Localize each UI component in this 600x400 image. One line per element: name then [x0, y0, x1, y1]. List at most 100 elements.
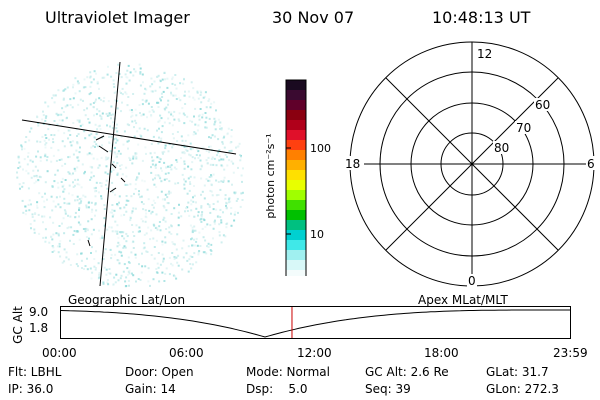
uv-speckle: [129, 157, 132, 160]
uv-speckle: [126, 104, 129, 107]
uv-speckle: [116, 204, 119, 207]
uv-speckle: [140, 195, 143, 198]
uv-speckle: [135, 178, 138, 181]
uv-speckle: [112, 169, 115, 171]
uv-speckle: [119, 152, 122, 155]
uv-speckle: [80, 252, 83, 255]
uv-speckle: [214, 128, 217, 131]
uv-speckle: [45, 115, 48, 118]
uv-speckle: [82, 99, 84, 102]
uv-speckle: [114, 141, 117, 144]
uv-speckle: [214, 219, 216, 222]
uv-speckle: [94, 123, 97, 126]
uv-speckle: [219, 216, 222, 219]
uv-speckle: [100, 182, 103, 185]
uv-speckle: [126, 69, 129, 72]
uv-speckle: [222, 234, 225, 237]
uv-speckle: [204, 225, 207, 228]
uv-speckle: [159, 97, 162, 100]
uv-speckle: [125, 203, 128, 206]
uv-speckle: [92, 145, 95, 148]
uv-speckle: [114, 156, 117, 159]
uv-speckle: [74, 216, 77, 219]
uv-speckle: [25, 136, 28, 138]
uv-speckle: [220, 180, 223, 183]
uv-speckle: [198, 250, 201, 252]
uv-speckle: [106, 228, 109, 231]
uv-speckle: [171, 264, 174, 267]
uv-speckle: [77, 221, 80, 224]
uv-speckle: [197, 214, 199, 217]
uv-speckle: [107, 283, 110, 286]
uv-speckle: [216, 154, 218, 157]
uv-speckle: [210, 175, 213, 178]
uv-speckle: [50, 160, 53, 163]
lat-label-60: 60: [535, 98, 550, 112]
uv-speckle: [61, 164, 64, 167]
uv-speckle: [219, 127, 221, 130]
uv-speckle: [156, 129, 158, 132]
uv-speckle: [98, 124, 101, 127]
uv-speckle: [193, 215, 196, 218]
uv-speckle: [39, 140, 42, 143]
uv-speckle: [181, 173, 184, 176]
uv-speckle: [44, 134, 47, 137]
uv-speckle: [241, 180, 243, 183]
uv-speckle: [191, 161, 194, 164]
uv-speckle: [118, 250, 121, 253]
uv-speckle: [192, 196, 194, 199]
uv-speckle: [133, 68, 136, 71]
uv-speckle: [226, 132, 229, 135]
uv-speckle: [19, 187, 21, 190]
uv-speckle: [76, 142, 79, 145]
uv-speckle: [36, 116, 39, 119]
uv-speckle: [59, 195, 61, 198]
uv-speckle: [205, 149, 208, 152]
uv-speckle: [161, 96, 164, 98]
uv-speckle: [66, 202, 69, 205]
uv-speckle: [98, 229, 101, 232]
uv-speckle: [195, 261, 198, 264]
uv-image-panel: [16, 61, 244, 288]
uv-speckle: [197, 251, 200, 254]
uv-speckle: [86, 257, 88, 260]
uv-speckle: [194, 132, 197, 135]
colorbar-segment: [286, 150, 306, 161]
uv-speckle: [179, 99, 182, 102]
uv-speckle: [98, 87, 100, 90]
uv-speckle: [196, 129, 199, 132]
uv-speckle: [168, 180, 171, 183]
uv-speckle: [117, 150, 120, 153]
uv-speckle: [106, 187, 109, 190]
uv-speckle: [157, 101, 160, 104]
uv-speckle: [129, 183, 132, 186]
uv-speckle: [41, 118, 44, 121]
uv-speckle: [96, 108, 99, 111]
uv-speckle: [105, 165, 108, 168]
uv-speckle: [123, 245, 126, 248]
uv-speckle: [127, 279, 130, 282]
uv-speckle: [162, 218, 165, 221]
uv-speckle: [116, 203, 119, 206]
uv-speckle: [117, 236, 120, 239]
uv-speckle: [198, 118, 201, 121]
uv-speckle: [204, 126, 207, 129]
uv-speckle: [89, 267, 92, 270]
uv-speckle: [163, 150, 166, 153]
uv-speckle: [200, 214, 203, 217]
uv-speckle: [180, 215, 183, 218]
uv-speckle: [141, 73, 144, 76]
uv-speckle: [150, 254, 153, 256]
uv-speckle: [183, 160, 186, 163]
uv-speckle: [200, 91, 203, 94]
uv-speckle: [109, 125, 112, 128]
uv-speckle: [177, 211, 180, 214]
uv-speckle: [197, 124, 200, 127]
uv-speckle: [90, 201, 93, 204]
uv-speckle: [209, 163, 212, 166]
uv-speckle: [213, 117, 216, 120]
uv-speckle: [197, 150, 200, 153]
uv-speckle: [73, 184, 76, 187]
uv-speckle: [96, 145, 99, 148]
uv-speckle: [104, 171, 107, 174]
